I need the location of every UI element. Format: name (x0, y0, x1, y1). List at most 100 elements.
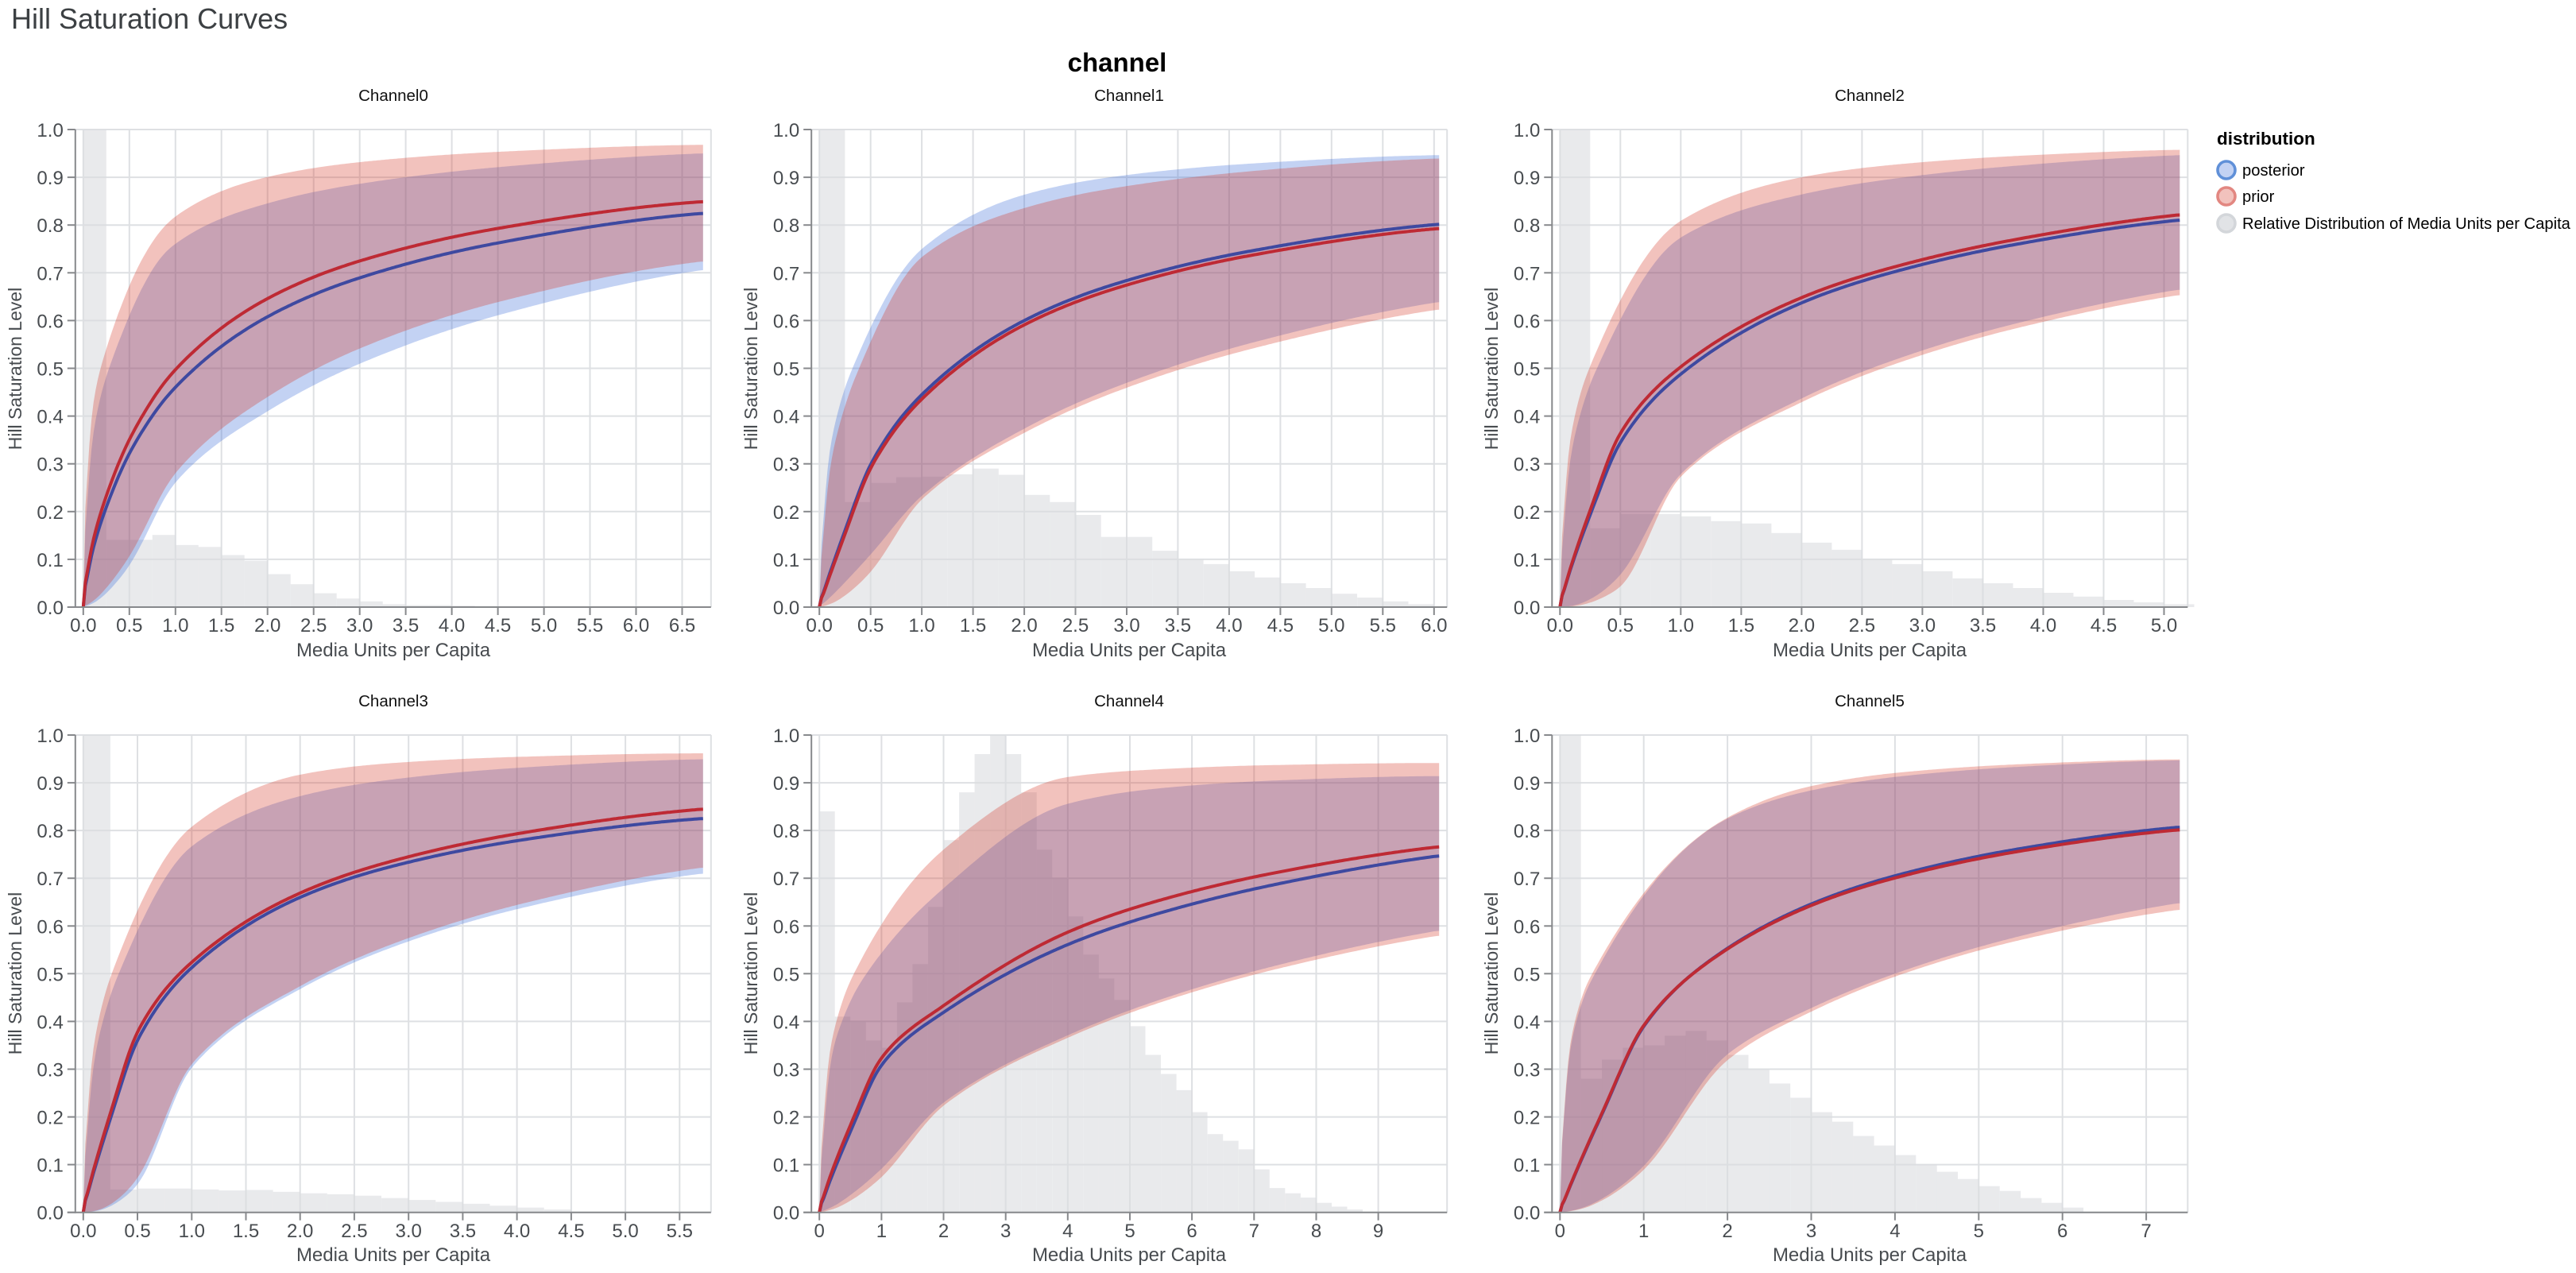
svg-text:Media Units per Capita: Media Units per Capita (296, 1244, 491, 1266)
svg-text:0.2: 0.2 (37, 1108, 63, 1129)
svg-text:0.0: 0.0 (806, 615, 833, 636)
svg-text:1.5: 1.5 (208, 615, 234, 636)
svg-text:6: 6 (2057, 1221, 2067, 1242)
svg-text:1.5: 1.5 (960, 615, 986, 636)
svg-text:5.0: 5.0 (612, 1221, 638, 1242)
svg-text:0.3: 0.3 (1514, 455, 1540, 476)
svg-text:1.0: 1.0 (773, 120, 799, 141)
svg-text:5: 5 (1974, 1221, 1984, 1242)
svg-text:channel: channel (1068, 48, 1167, 77)
svg-text:0.9: 0.9 (1514, 773, 1540, 795)
svg-text:4.0: 4.0 (504, 1221, 530, 1242)
svg-text:4.5: 4.5 (2091, 615, 2117, 636)
svg-text:0.6: 0.6 (37, 916, 63, 938)
svg-text:Hill Saturation Level: Hill Saturation Level (741, 892, 761, 1055)
svg-text:0.6: 0.6 (37, 311, 63, 332)
svg-text:2: 2 (938, 1221, 949, 1242)
svg-text:5.0: 5.0 (531, 615, 557, 636)
svg-text:0.3: 0.3 (773, 455, 799, 476)
svg-text:Hill Saturation Level: Hill Saturation Level (5, 892, 25, 1055)
svg-text:0: 0 (814, 1221, 825, 1242)
svg-text:Hill Saturation Level: Hill Saturation Level (1481, 288, 1502, 451)
svg-text:0.1: 0.1 (1514, 1155, 1540, 1177)
svg-text:posterior: posterior (2242, 162, 2305, 180)
svg-text:0.3: 0.3 (1514, 1060, 1540, 1081)
svg-text:0.4: 0.4 (1514, 1012, 1540, 1033)
svg-text:3.0: 3.0 (346, 615, 373, 636)
svg-text:Media Units per Capita: Media Units per Capita (1773, 1244, 1967, 1266)
svg-text:2.5: 2.5 (341, 1221, 367, 1242)
svg-text:3.5: 3.5 (1165, 615, 1191, 636)
svg-text:0.6: 0.6 (773, 916, 799, 938)
svg-text:Channel5: Channel5 (1835, 692, 1905, 710)
svg-text:0.8: 0.8 (37, 821, 63, 842)
svg-text:0.4: 0.4 (37, 1012, 63, 1033)
svg-text:0.8: 0.8 (1514, 821, 1540, 842)
svg-text:0.6: 0.6 (1514, 916, 1540, 938)
svg-text:0.9: 0.9 (773, 773, 799, 795)
svg-text:Media Units per Capita: Media Units per Capita (296, 640, 491, 661)
svg-text:0.4: 0.4 (773, 407, 799, 428)
svg-text:9: 9 (1373, 1221, 1383, 1242)
svg-text:0.5: 0.5 (1607, 615, 1634, 636)
svg-text:0.3: 0.3 (37, 455, 63, 476)
svg-text:Hill Saturation Level: Hill Saturation Level (5, 288, 25, 451)
svg-text:0.1: 0.1 (773, 550, 799, 571)
svg-text:0.5: 0.5 (1514, 964, 1540, 985)
svg-text:1: 1 (1638, 1221, 1649, 1242)
svg-text:0.2: 0.2 (773, 502, 799, 524)
svg-text:distribution: distribution (2217, 129, 2315, 149)
svg-text:1.0: 1.0 (1514, 120, 1540, 141)
svg-text:3.0: 3.0 (1113, 615, 1139, 636)
svg-text:0.8: 0.8 (1514, 215, 1540, 237)
svg-text:1.0: 1.0 (908, 615, 934, 636)
svg-text:0.6: 0.6 (1514, 311, 1540, 332)
svg-text:0.0: 0.0 (773, 1203, 799, 1225)
svg-text:3: 3 (1000, 1221, 1011, 1242)
svg-text:2.0: 2.0 (254, 615, 280, 636)
svg-text:Hill Saturation Level: Hill Saturation Level (1481, 892, 1502, 1055)
svg-text:0.0: 0.0 (773, 598, 799, 619)
svg-text:Hill Saturation Level: Hill Saturation Level (741, 288, 761, 451)
svg-text:4.5: 4.5 (1267, 615, 1294, 636)
svg-text:0.5: 0.5 (37, 359, 63, 381)
svg-text:0.2: 0.2 (37, 502, 63, 524)
svg-text:3.0: 3.0 (396, 1221, 422, 1242)
svg-text:0.0: 0.0 (1514, 1203, 1540, 1225)
svg-text:3.0: 3.0 (1909, 615, 1936, 636)
svg-text:0.2: 0.2 (1514, 502, 1540, 524)
svg-text:6: 6 (1186, 1221, 1197, 1242)
svg-text:4.0: 4.0 (2030, 615, 2056, 636)
svg-text:5: 5 (1124, 1221, 1135, 1242)
svg-text:3.5: 3.5 (393, 615, 419, 636)
svg-text:0.5: 0.5 (37, 964, 63, 985)
svg-text:0.1: 0.1 (1514, 550, 1540, 571)
svg-text:3: 3 (1806, 1221, 1816, 1242)
svg-text:8: 8 (1311, 1221, 1321, 1242)
svg-text:0.0: 0.0 (37, 1203, 63, 1225)
svg-text:0.4: 0.4 (773, 1012, 799, 1033)
svg-text:7: 7 (2141, 1221, 2151, 1242)
svg-text:2: 2 (1722, 1221, 1732, 1242)
svg-text:4.5: 4.5 (485, 615, 511, 636)
svg-text:Channel3: Channel3 (358, 692, 428, 710)
svg-text:0.5: 0.5 (773, 964, 799, 985)
svg-text:0.5: 0.5 (857, 615, 884, 636)
svg-text:1.0: 1.0 (162, 615, 188, 636)
svg-text:2.5: 2.5 (1849, 615, 1875, 636)
svg-text:0.0: 0.0 (70, 615, 96, 636)
svg-text:5.0: 5.0 (2151, 615, 2177, 636)
svg-text:5.5: 5.5 (667, 1221, 693, 1242)
svg-text:0.8: 0.8 (37, 215, 63, 237)
svg-text:0.3: 0.3 (37, 1060, 63, 1081)
svg-text:0.1: 0.1 (773, 1155, 799, 1177)
svg-text:Channel4: Channel4 (1094, 692, 1164, 710)
svg-text:0.7: 0.7 (37, 869, 63, 890)
svg-text:0.2: 0.2 (1514, 1108, 1540, 1129)
svg-text:0.5: 0.5 (773, 359, 799, 381)
svg-text:0.0: 0.0 (1514, 598, 1540, 619)
svg-text:5.0: 5.0 (1318, 615, 1344, 636)
svg-text:4: 4 (1889, 1221, 1900, 1242)
svg-text:Channel0: Channel0 (358, 87, 428, 105)
svg-text:6.0: 6.0 (1421, 615, 1447, 636)
